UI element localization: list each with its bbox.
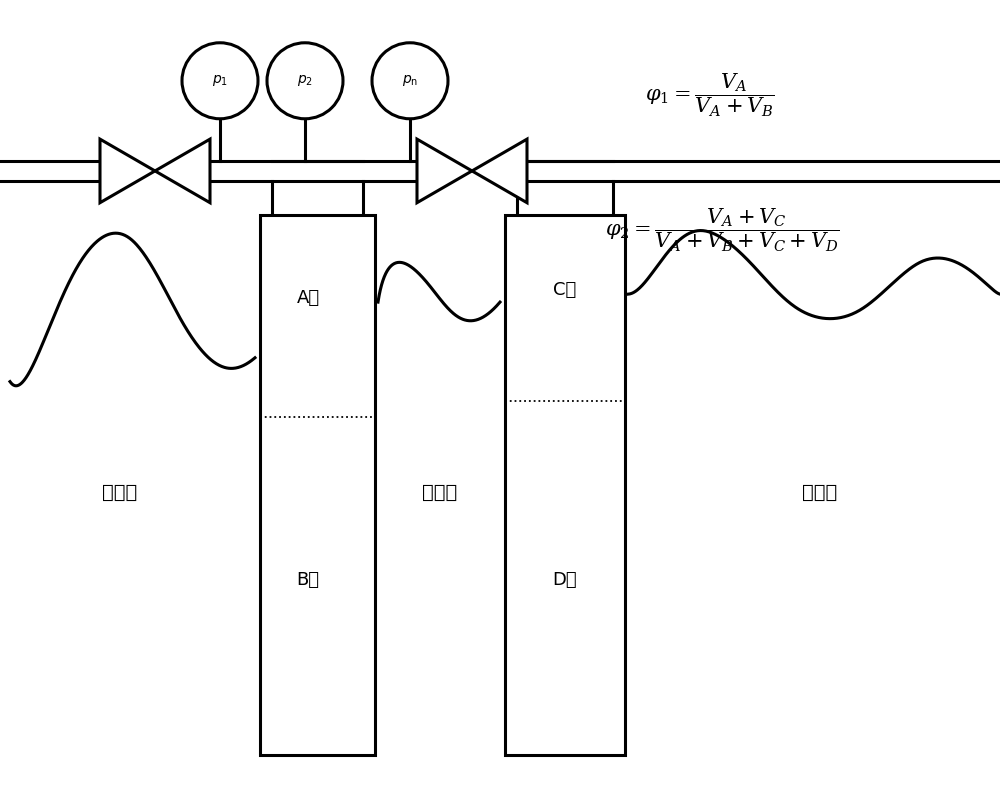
Text: A区: A区 (296, 289, 320, 307)
Text: 加热区: 加热区 (422, 483, 458, 502)
Text: $p_{\rm n}$: $p_{\rm n}$ (402, 73, 418, 88)
Text: $p_1$: $p_1$ (212, 73, 228, 88)
Polygon shape (100, 139, 155, 203)
Text: D区: D区 (553, 572, 577, 589)
Text: 加热区: 加热区 (802, 483, 838, 502)
Polygon shape (472, 139, 527, 203)
Ellipse shape (372, 43, 448, 118)
Text: B区: B区 (296, 572, 320, 589)
Ellipse shape (267, 43, 343, 118)
Text: $\varphi_1 = \dfrac{V_A}{V_A + V_B}$: $\varphi_1 = \dfrac{V_A}{V_A + V_B}$ (645, 72, 775, 119)
Text: $p_2$: $p_2$ (297, 73, 313, 88)
Text: C区: C区 (553, 281, 577, 299)
Polygon shape (417, 139, 472, 203)
Ellipse shape (182, 43, 258, 118)
Text: $\varphi_2 = \dfrac{V_A + V_C}{V_A + V_B + V_C + V_D}$: $\varphi_2 = \dfrac{V_A + V_C}{V_A + V_B… (605, 207, 840, 254)
Text: 加热区: 加热区 (102, 483, 138, 502)
Bar (505, 215, 625, 755)
Polygon shape (155, 139, 210, 203)
Bar (260, 215, 375, 755)
